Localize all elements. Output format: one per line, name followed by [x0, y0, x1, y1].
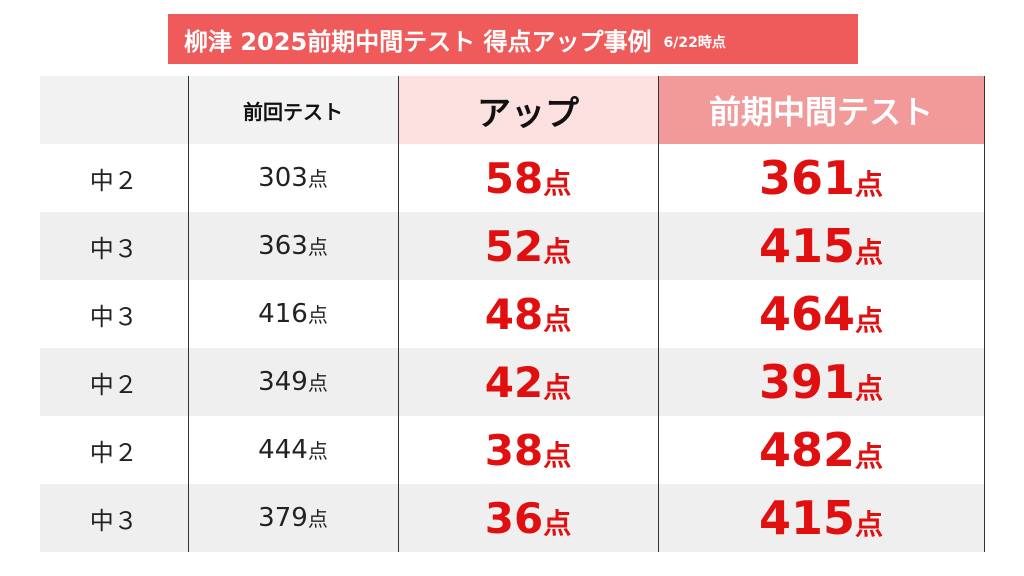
midterm-score-cell-unit: 点 [855, 304, 884, 337]
midterm-score-cell: 361点 [658, 144, 985, 212]
table-row: 中３ 363点 52点 415点 [40, 212, 985, 280]
midterm-score-cell: 482点 [658, 416, 985, 484]
score-up-cell: 58点 [398, 144, 659, 212]
midterm-score-cell-value: 464 [758, 287, 855, 341]
score-up-cell-unit: 点 [543, 438, 572, 472]
previous-score-cell: 349点 [188, 348, 399, 416]
score-up-cell-unit: 点 [543, 370, 572, 404]
score-up-cell: 38点 [398, 416, 659, 484]
table-row: 中３ 416点 48点 464点 [40, 280, 985, 348]
previous-score-cell: 363点 [188, 212, 399, 280]
score-up-cell-unit: 点 [543, 302, 572, 336]
previous-score-cell-value: 363 [258, 231, 308, 261]
previous-score-cell-unit: 点 [307, 167, 328, 191]
grade-cell-value: 中２ [89, 370, 138, 399]
table-row: 中３ 379点 36点 415点 [40, 484, 985, 552]
grade-cell: 中２ [40, 348, 189, 416]
score-up-cell-value: 48 [484, 289, 544, 339]
midterm-score-cell-unit: 点 [855, 440, 884, 473]
previous-score-cell-value: 349 [258, 367, 308, 397]
score-up-cell-value: 52 [484, 221, 544, 271]
grade-cell-value: 中３ [89, 302, 138, 331]
previous-score-cell-unit: 点 [307, 507, 328, 531]
grade-cell: 中３ [40, 280, 189, 348]
previous-score-cell: 416点 [188, 280, 399, 348]
table-row: 中２ 349点 42点 391点 [40, 348, 985, 416]
midterm-score-cell-unit: 点 [855, 372, 884, 405]
score-up-cell-unit: 点 [543, 506, 572, 540]
midterm-score-cell-value: 415 [758, 491, 855, 545]
midterm-score-cell: 415点 [658, 484, 985, 552]
score-up-cell: 36点 [398, 484, 659, 552]
midterm-score-cell-value: 361 [758, 151, 855, 205]
grade-cell: 中３ [40, 212, 189, 280]
previous-score-cell-unit: 点 [307, 235, 328, 259]
grade-cell-value: 中３ [89, 234, 138, 263]
header-up: アップ [398, 76, 659, 144]
score-up-cell-value: 42 [484, 357, 544, 407]
midterm-score-cell: 464点 [658, 280, 985, 348]
midterm-score-cell: 415点 [658, 212, 985, 280]
midterm-score-cell-unit: 点 [855, 168, 884, 201]
previous-score-cell-value: 444 [258, 435, 308, 465]
score-up-cell-unit: 点 [543, 234, 572, 268]
grade-cell-value: 中２ [89, 166, 138, 195]
score-up-cell-unit: 点 [543, 166, 572, 200]
previous-score-cell-unit: 点 [307, 303, 328, 327]
previous-score-cell-value: 416 [258, 299, 308, 329]
previous-score-cell-value: 303 [258, 163, 308, 193]
header-grade [40, 76, 189, 144]
previous-score-cell-value: 379 [258, 503, 308, 533]
table-row: 中２ 303点 58点 361点 [40, 144, 985, 212]
score-table: 前回テスト アップ 前期中間テスト 中２ 303点 58点 361点 中３ 363点 52点… [40, 76, 985, 552]
grade-cell-value: 中２ [89, 438, 138, 467]
grade-cell: 中２ [40, 144, 189, 212]
header-row: 前回テスト アップ 前期中間テスト [40, 76, 985, 144]
table-row: 中２ 444点 38点 482点 [40, 416, 985, 484]
previous-score-cell: 379点 [188, 484, 399, 552]
grade-cell: 中２ [40, 416, 189, 484]
midterm-score-cell-unit: 点 [855, 236, 884, 269]
midterm-score-cell-value: 415 [758, 219, 855, 273]
score-up-cell-value: 58 [484, 153, 544, 203]
title-banner: 柳津 2025前期中間テスト 得点アップ事例 6/22時点 [168, 14, 858, 64]
previous-score-cell-unit: 点 [307, 439, 328, 463]
header-previous-test: 前回テスト [188, 76, 399, 144]
date-note: 6/22時点 [663, 35, 726, 51]
score-up-cell-value: 38 [484, 425, 544, 475]
midterm-score-cell-unit: 点 [855, 508, 884, 541]
midterm-score-cell: 391点 [658, 348, 985, 416]
score-up-cell: 42点 [398, 348, 659, 416]
midterm-score-cell-value: 482 [758, 423, 855, 477]
previous-score-cell: 444点 [188, 416, 399, 484]
previous-score-cell: 303点 [188, 144, 399, 212]
score-up-cell: 52点 [398, 212, 659, 280]
midterm-score-cell-value: 391 [758, 355, 855, 409]
previous-score-cell-unit: 点 [307, 371, 328, 395]
grade-cell-value: 中３ [89, 506, 138, 535]
score-up-cell-value: 36 [484, 493, 544, 543]
page-title: 柳津 2025前期中間テスト 得点アップ事例 [184, 27, 652, 56]
header-midterm: 前期中間テスト [658, 76, 985, 144]
grade-cell: 中３ [40, 484, 189, 552]
score-up-cell: 48点 [398, 280, 659, 348]
